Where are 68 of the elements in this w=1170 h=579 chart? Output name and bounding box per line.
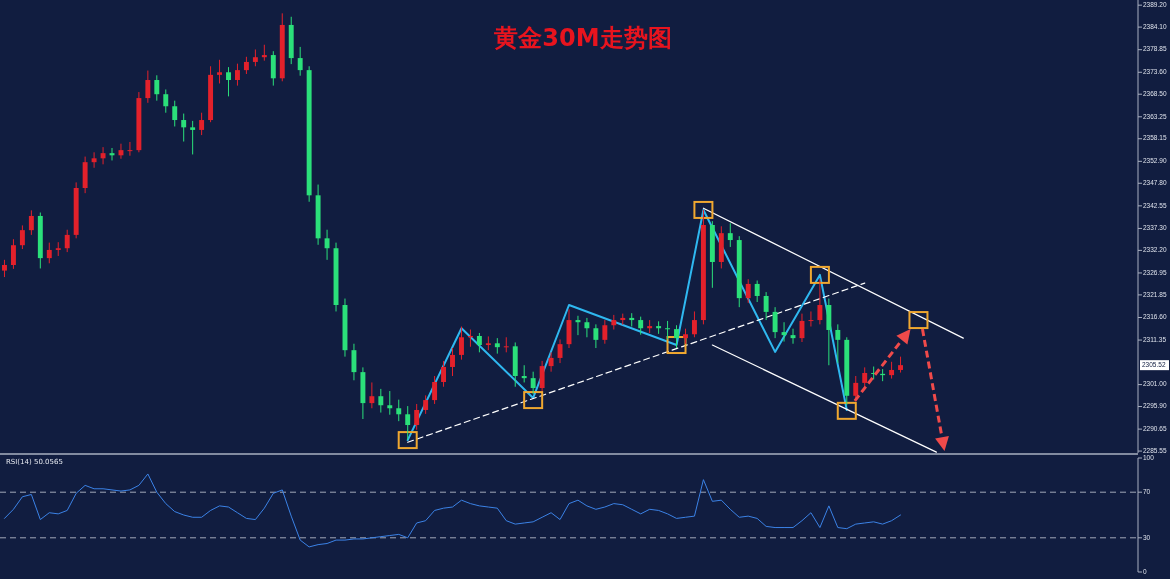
candlestick bbox=[127, 141, 133, 157]
candlestick bbox=[476, 332, 482, 353]
candlestick bbox=[297, 46, 303, 77]
point bbox=[666, 336, 687, 355]
candlestick bbox=[369, 381, 375, 409]
candlestick bbox=[593, 323, 599, 349]
candlestick bbox=[450, 347, 455, 377]
candlestick bbox=[432, 375, 438, 405]
candlestick bbox=[387, 390, 393, 416]
candlestick bbox=[548, 351, 554, 373]
candlestick bbox=[405, 405, 411, 441]
candlestick bbox=[503, 336, 509, 353]
candlestick bbox=[217, 59, 222, 84]
candlestick bbox=[665, 320, 671, 340]
candlestick bbox=[727, 222, 733, 248]
candlestick bbox=[862, 366, 868, 388]
candlestick bbox=[745, 278, 751, 304]
candlestick bbox=[691, 310, 697, 338]
candlestick bbox=[441, 360, 447, 388]
candlestick bbox=[145, 70, 151, 104]
candlestick bbox=[351, 343, 357, 381]
candlestick bbox=[190, 120, 196, 155]
candlestick bbox=[772, 306, 778, 339]
candlestick bbox=[181, 113, 187, 143]
candlestick bbox=[324, 229, 330, 261]
candlestick bbox=[234, 63, 240, 87]
candlestick bbox=[28, 209, 34, 236]
candlestick bbox=[414, 403, 420, 431]
candlestick bbox=[154, 74, 160, 102]
candlestick bbox=[91, 151, 97, 169]
candlestick bbox=[584, 317, 590, 338]
candlestick bbox=[396, 399, 402, 422]
point bbox=[523, 391, 544, 410]
text: 黄金30M走势图 bbox=[493, 24, 672, 52]
candlestick bbox=[602, 319, 608, 345]
candlestick bbox=[629, 312, 635, 328]
point bbox=[836, 401, 857, 420]
candlestick bbox=[46, 242, 52, 264]
point bbox=[809, 265, 830, 284]
candlestick bbox=[19, 224, 25, 250]
candlestick bbox=[754, 279, 760, 303]
candlestick bbox=[575, 315, 581, 336]
candlestick bbox=[808, 310, 814, 328]
candlestick bbox=[763, 291, 769, 321]
candlestick bbox=[557, 338, 563, 364]
candlestick bbox=[163, 88, 169, 114]
candlestick bbox=[835, 323, 841, 364]
candlestick bbox=[674, 324, 679, 349]
candlestick bbox=[539, 360, 545, 392]
candlestick bbox=[226, 66, 231, 97]
point bbox=[397, 431, 418, 450]
candlestick bbox=[530, 371, 536, 395]
candlestick bbox=[270, 50, 276, 87]
candlestick bbox=[423, 394, 429, 415]
candlestick bbox=[781, 321, 787, 343]
candlestick bbox=[199, 112, 205, 136]
candlestick bbox=[638, 316, 644, 336]
candlestick bbox=[100, 146, 106, 165]
point bbox=[908, 311, 929, 330]
candlestick bbox=[459, 326, 464, 361]
line-series bbox=[3, 473, 902, 548]
candlestick bbox=[172, 100, 178, 127]
candlestick bbox=[64, 229, 70, 253]
candlestick bbox=[378, 388, 384, 414]
point bbox=[693, 200, 714, 219]
candlestick bbox=[817, 278, 823, 325]
candlestick bbox=[10, 238, 16, 270]
candlestick bbox=[656, 320, 662, 335]
